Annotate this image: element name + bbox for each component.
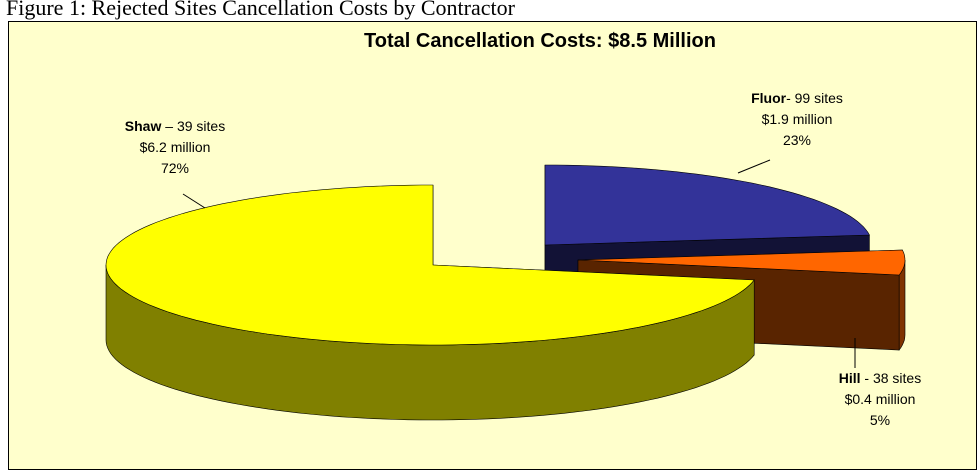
- cost-label: $0.4 million: [845, 391, 916, 407]
- percent-label: 5%: [870, 412, 890, 428]
- percent-label: 72%: [161, 160, 189, 176]
- percent-label: 23%: [783, 132, 811, 148]
- slice-top: [105, 184, 755, 346]
- pie-slice: [105, 184, 755, 421]
- slice-label: Shaw – 39 sites: [125, 118, 225, 134]
- site-count: - 99 sites: [786, 90, 843, 106]
- category-name: Shaw: [125, 118, 162, 134]
- leader-line: [737, 159, 771, 174]
- figure-caption: Figure 1: Rejected Sites Cancellation Co…: [6, 0, 516, 20]
- slice-label: Fluor- 99 sites: [751, 90, 843, 106]
- chart-title: Total Cancellation Costs: $8.5 Million: [364, 30, 716, 52]
- category-name: Fluor: [751, 90, 787, 106]
- slice-top: [544, 164, 870, 246]
- cost-label: $1.9 million: [762, 111, 833, 127]
- leader-line: [182, 193, 206, 209]
- site-count: - 38 sites: [861, 370, 922, 386]
- slice-label: Hill - 38 sites: [839, 370, 921, 386]
- slice-top: [577, 249, 906, 276]
- category-name: Hill: [839, 370, 861, 386]
- cost-label: $6.2 million: [140, 139, 211, 155]
- site-count: – 39 sites: [161, 118, 225, 134]
